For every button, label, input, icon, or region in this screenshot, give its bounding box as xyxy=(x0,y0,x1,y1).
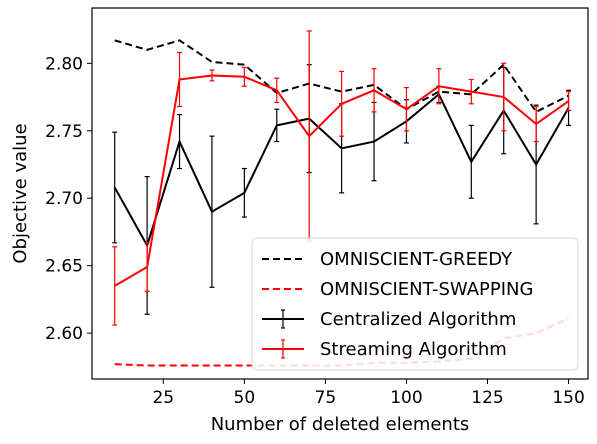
x-tick-label: 100 xyxy=(390,388,422,408)
y-axis-title: Objective value xyxy=(10,123,31,263)
legend-entry-omniscient-swapping: OMNISCIENT-SWAPPING xyxy=(262,279,533,300)
legend-entry-centralized-algorithm: Centralized Algorithm xyxy=(262,309,516,330)
y-tick-label: 2.60 xyxy=(45,324,83,344)
legend-label: OMNISCIENT-SWAPPING xyxy=(320,279,533,300)
plot-frame xyxy=(91,7,589,380)
y-tick-label: 2.80 xyxy=(45,54,83,74)
y-tick-label: 2.70 xyxy=(45,189,83,209)
legend-entry-streaming-algorithm: Streaming Algorithm xyxy=(262,339,507,360)
x-tick-label: 75 xyxy=(315,388,337,408)
legend-label: Centralized Algorithm xyxy=(320,309,516,330)
legend-entry-omniscient-greedy: OMNISCIENT-GREEDY xyxy=(262,249,513,270)
x-tick-label: 125 xyxy=(471,388,503,408)
y-tick-label: 2.65 xyxy=(45,257,83,277)
x-axis: 25 50 75 100 125 150 xyxy=(152,379,585,408)
x-axis-title: Number of deleted elements xyxy=(211,414,470,435)
series-streaming-algorithm xyxy=(112,30,572,326)
y-axis: 2.60 2.65 2.70 2.75 2.80 xyxy=(45,54,92,344)
series-omniscient-greedy xyxy=(114,39,569,114)
legend-label: Streaming Algorithm xyxy=(320,339,507,360)
x-tick-label: 150 xyxy=(552,388,584,408)
legend-box xyxy=(251,237,579,371)
x-tick-label: 50 xyxy=(234,388,256,408)
series-line-omniscient-greedy xyxy=(114,39,569,114)
y-tick-label: 2.75 xyxy=(45,122,83,142)
x-tick-label: 25 xyxy=(152,388,174,408)
legend: OMNISCIENT-GREEDY OMNISCIENT-SWAPPING Cent… xyxy=(251,237,579,371)
legend-label: OMNISCIENT-GREEDY xyxy=(320,249,513,270)
